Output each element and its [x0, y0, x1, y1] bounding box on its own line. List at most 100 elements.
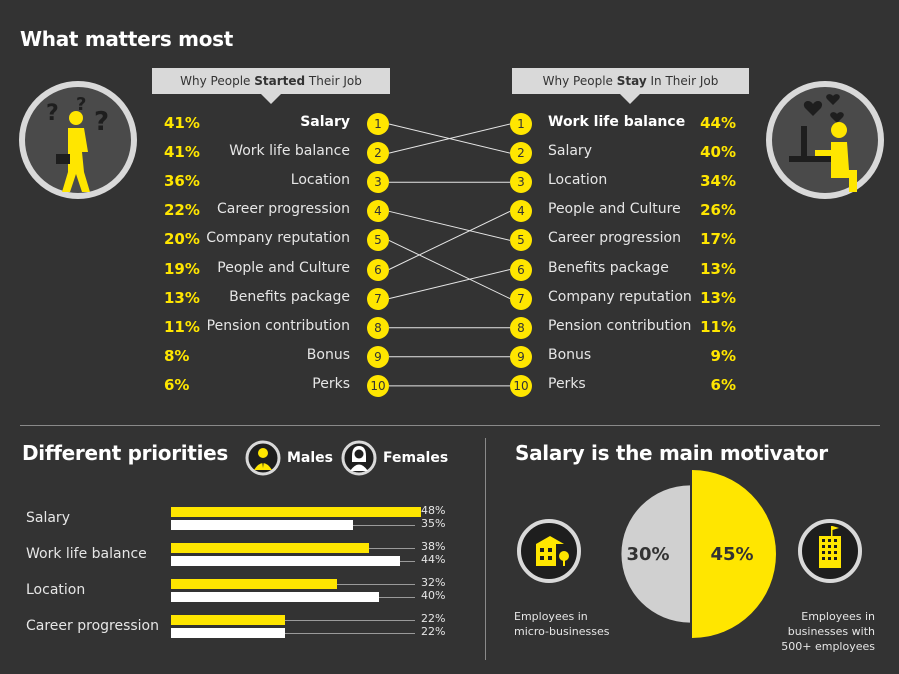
rank-link-line	[388, 239, 511, 300]
priority-category-label: Salary	[26, 510, 70, 526]
started-rank-badge: 4	[367, 200, 389, 223]
started-rank-badge: 5	[367, 229, 389, 252]
stay-label: Benefits package	[548, 259, 669, 276]
stay-pct: 13%	[700, 259, 736, 278]
female-avatar-icon	[341, 440, 377, 476]
female-bar	[171, 592, 379, 602]
started-pct: 36%	[164, 172, 200, 191]
large-business-half	[692, 470, 776, 638]
stay-pct: 40%	[700, 143, 736, 162]
stay-banner-bold: Stay	[616, 74, 647, 88]
started-rank-badge: 6	[367, 258, 389, 281]
male-bar	[171, 615, 286, 625]
motivator-title: Salary is the main motivator	[515, 441, 828, 465]
stay-pct: 9%	[710, 346, 736, 365]
pie-value-label: 45%	[710, 544, 753, 565]
confused-person-icon: ? ? ?	[19, 81, 137, 199]
rank-links	[388, 123, 511, 387]
stay-pct: 11%	[700, 317, 736, 336]
stay-rank-badge: 8	[510, 316, 532, 339]
bar-value-label: 40%	[421, 589, 446, 602]
vertical-divider	[485, 438, 486, 660]
stay-label: Salary	[548, 143, 592, 160]
priorities-title: Different priorities	[22, 441, 228, 465]
stay-banner: Why People Stay In Their Job	[512, 68, 749, 94]
bar-leader-line	[379, 597, 415, 598]
stay-banner-pointer	[620, 94, 640, 104]
stay-rank-badge: 2	[510, 142, 532, 165]
stay-label: Career progression	[548, 230, 681, 247]
male-bar	[171, 543, 369, 553]
bar-value-label: 35%	[421, 517, 446, 530]
female-bar	[171, 556, 400, 566]
rank-link-line	[388, 269, 511, 300]
bar-leader-line	[285, 620, 415, 621]
stay-rank-badge: 10	[510, 374, 532, 397]
started-rank-badge: 9	[367, 345, 389, 368]
started-label: Company reputation	[206, 230, 350, 247]
bar-leader-line	[368, 548, 415, 549]
bar-value-label: 48%	[421, 504, 446, 517]
stay-label: People and Culture	[548, 201, 681, 218]
stay-pct: 34%	[700, 172, 736, 191]
stay-banner-post: In Their Job	[646, 74, 719, 88]
started-pct: 41%	[164, 114, 200, 132]
bar-leader-line	[337, 584, 415, 585]
right-caption: Employees in businesses with 500+ employ…	[770, 609, 875, 654]
started-pct: 19%	[164, 259, 200, 278]
male-bar	[171, 507, 421, 517]
bar-value-label: 38%	[421, 540, 446, 553]
rank-link-line	[388, 123, 511, 154]
bar-value-label: 22%	[421, 612, 446, 625]
started-pct: 41%	[164, 143, 200, 162]
stay-pct: 26%	[700, 201, 736, 220]
stay-label: Location	[548, 172, 608, 189]
started-label: Work life balance	[229, 143, 350, 160]
right-caption-line-2: businesses with	[787, 625, 875, 638]
started-banner-bold: Started	[254, 74, 306, 88]
stay-pct: 17%	[700, 230, 736, 249]
started-label: Bonus	[306, 346, 350, 363]
stay-rank-badge: 1	[510, 113, 532, 135]
page-title: What matters most	[20, 27, 234, 51]
stay-label: Company reputation	[548, 288, 692, 305]
priority-category-label: Location	[26, 582, 86, 598]
started-banner: Why People Started Their Job	[152, 68, 390, 94]
started-label: Pension contribution	[206, 317, 350, 334]
bar-value-label: 22%	[421, 625, 446, 638]
male-avatar-icon	[245, 440, 281, 476]
priority-category-label: Career progression	[26, 618, 159, 634]
started-pct: 22%	[164, 201, 200, 220]
horizontal-divider	[20, 425, 880, 426]
right-caption-line-3: 500+ employees	[781, 640, 875, 653]
person-at-desk-icon	[766, 81, 884, 199]
bar-leader-line	[399, 561, 415, 562]
motivator-pie: 30% 45%	[621, 470, 776, 638]
started-rank-badge: 3	[367, 171, 389, 194]
left-caption-line-1: Employees in	[514, 610, 588, 623]
stay-label: Bonus	[548, 346, 592, 363]
started-pct: 20%	[164, 230, 200, 249]
started-pct: 13%	[164, 288, 200, 307]
started-rank-badge: 2	[367, 142, 389, 165]
started-label: Perks	[312, 375, 350, 392]
rank-link-line	[388, 210, 511, 270]
stay-label: Perks	[548, 375, 586, 392]
micro-business-half	[621, 485, 690, 623]
started-rank-badge: 8	[367, 316, 389, 339]
stay-label: Work life balance	[548, 114, 686, 130]
legend-females: Females	[383, 450, 449, 466]
female-bar	[171, 628, 286, 638]
started-label: Career progression	[217, 201, 350, 218]
priority-category-label: Work life balance	[26, 546, 147, 562]
stay-rank-badge: 7	[510, 287, 532, 310]
bar-leader-line	[285, 633, 415, 634]
started-label: Location	[290, 172, 350, 189]
pie-value-label: 30%	[626, 544, 669, 565]
large-business-icon	[798, 519, 862, 583]
small-business-icon	[517, 519, 581, 583]
started-label: Salary	[300, 114, 350, 130]
started-label: Benefits package	[229, 288, 350, 305]
started-rank-badge: 7	[367, 287, 389, 310]
female-bar	[171, 520, 353, 530]
